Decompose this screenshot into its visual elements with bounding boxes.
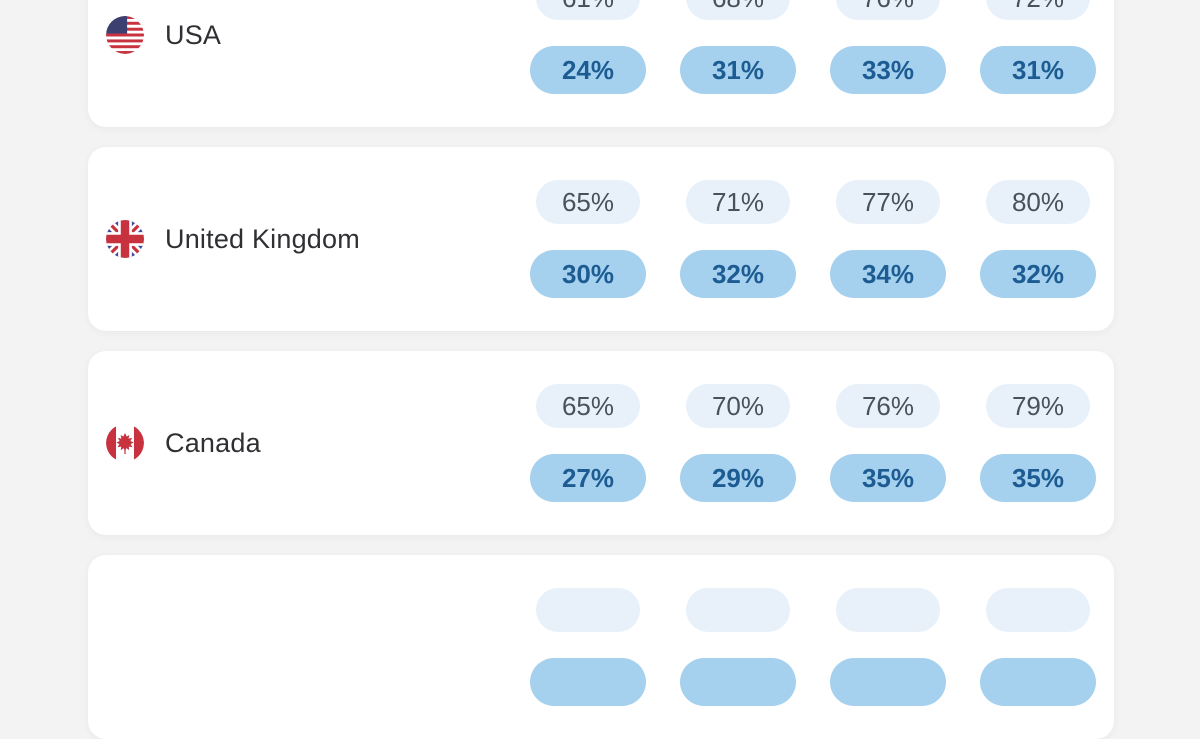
stat-pill-light: 61%	[536, 0, 640, 20]
stat-pill-dark: 33%	[830, 46, 946, 94]
stat-pill-light: 70%	[686, 384, 790, 428]
stat-pill-light: 76%	[836, 384, 940, 428]
stat-pill-dark: 29%	[680, 454, 796, 502]
country-card-partial	[88, 555, 1114, 739]
stat-pill-dark: 31%	[680, 46, 796, 94]
percentage-pills: 61% 68% 76% 72% 24% 31% 33% 31%	[513, 0, 1113, 127]
stat-pill-dark: 27%	[530, 454, 646, 502]
country-name: Canada	[165, 427, 261, 458]
stat-pill-dark	[830, 658, 946, 706]
stat-pill-light: 71%	[686, 180, 790, 224]
stat-pill-light: 79%	[986, 384, 1090, 428]
stat-pill-dark	[980, 658, 1096, 706]
stat-pill-light	[686, 588, 790, 632]
percentage-pills: 65% 71% 77% 80% 30% 32% 34% 32%	[513, 147, 1113, 331]
country-name: United Kingdom	[165, 223, 360, 254]
country-header: USA	[106, 0, 221, 127]
stat-pill-dark: 31%	[980, 46, 1096, 94]
stat-pill-light: 72%	[986, 0, 1090, 20]
uk-flag-icon	[106, 220, 144, 258]
stat-pill-light	[836, 588, 940, 632]
stat-pill-light: 77%	[836, 180, 940, 224]
percentage-pills	[513, 555, 1113, 739]
usa-flag-icon	[106, 16, 144, 54]
percentage-pills: 65% 70% 76% 79% 27% 29% 35% 35%	[513, 351, 1113, 535]
stat-pill-light: 65%	[536, 180, 640, 224]
stat-pill-dark	[530, 658, 646, 706]
stat-pill-dark: 35%	[830, 454, 946, 502]
stat-pill-light: 68%	[686, 0, 790, 20]
stat-pill-light: 65%	[536, 384, 640, 428]
stat-pill-dark: 32%	[980, 250, 1096, 298]
country-header: Canada	[106, 351, 261, 535]
stat-pill-light	[536, 588, 640, 632]
stat-pill-light	[986, 588, 1090, 632]
stat-pill-dark: 35%	[980, 454, 1096, 502]
country-name: USA	[165, 19, 222, 50]
stat-pill-dark: 34%	[830, 250, 946, 298]
stat-pill-light: 80%	[986, 180, 1090, 224]
country-header: United Kingdom	[106, 147, 360, 331]
stat-pill-dark	[680, 658, 796, 706]
country-card-canada: Canada 65% 70% 76% 79% 27% 29% 35% 35%	[88, 351, 1114, 535]
canada-flag-icon	[106, 424, 144, 462]
stat-pill-light: 76%	[836, 0, 940, 20]
stat-pill-dark: 30%	[530, 250, 646, 298]
country-card-united-kingdom: United Kingdom 65% 71% 77% 80% 30% 32% 3…	[88, 147, 1114, 331]
stat-pill-dark: 24%	[530, 46, 646, 94]
country-card-usa: USA 61% 68% 76% 72% 24% 31% 33% 31%	[88, 0, 1114, 127]
stat-pill-dark: 32%	[680, 250, 796, 298]
